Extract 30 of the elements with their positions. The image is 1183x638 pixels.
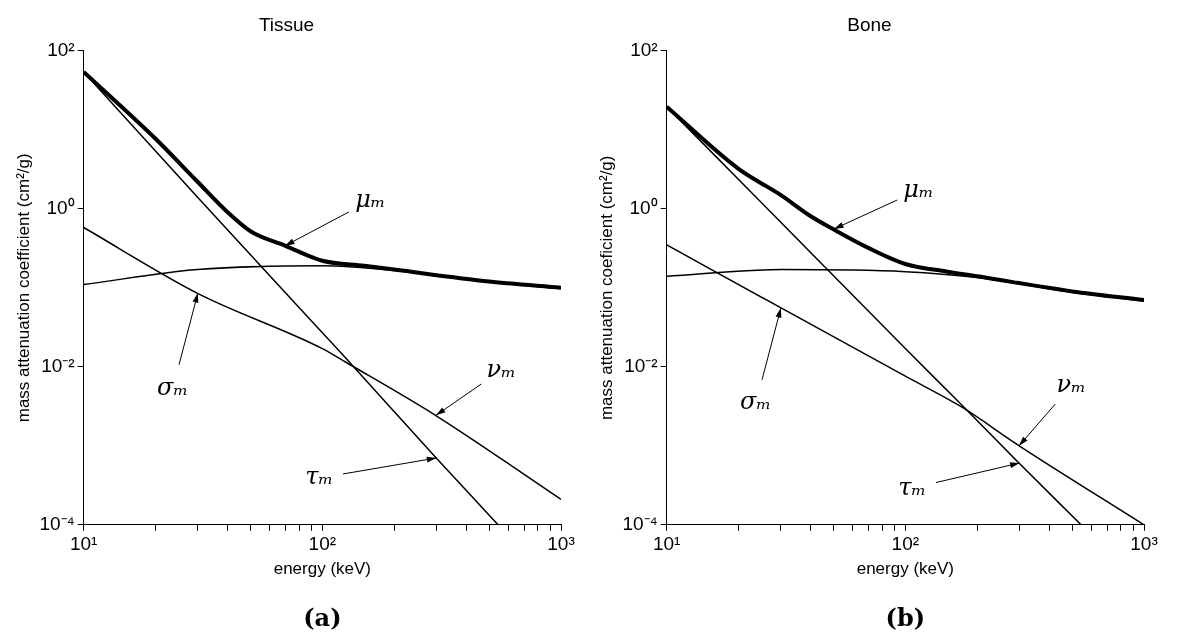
chart-title: Bone	[847, 13, 892, 35]
x-tick-label: 10¹	[69, 533, 98, 555]
y-axis-title: mass attenuation coefficient (cm²/g)	[13, 153, 33, 423]
y-axis-title: mass attenuation coeficient (cm²/g)	[596, 155, 616, 421]
annotation: νₘ	[486, 355, 516, 383]
annotation: τₘ	[305, 462, 334, 491]
y-tick-label: 10²	[47, 39, 75, 61]
chart-title: Tissue	[258, 13, 315, 35]
x-tick-label: 10²	[891, 533, 920, 555]
x-tick-label: 10³	[1130, 533, 1158, 555]
x-tick-label: 10³	[547, 533, 575, 555]
y-tick-label: 10⁻²	[624, 355, 658, 377]
annotation: μₘ	[355, 185, 386, 214]
x-axis-title: energy (keV)	[273, 559, 372, 579]
annotation: σₘ	[740, 386, 772, 415]
y-tick-label: 10⁻²	[41, 355, 75, 377]
y-tick-label: 10⁰	[629, 197, 658, 219]
text: (a)	[303, 603, 342, 633]
x-tick-label: 10¹	[652, 533, 681, 555]
annotation: σₘ	[157, 372, 189, 401]
x-tick-label: 10²	[308, 533, 337, 555]
text: (b)	[885, 603, 926, 633]
x-axis-title: energy (keV)	[856, 559, 955, 579]
annotation: νₘ	[1056, 370, 1086, 399]
y-tick-label: 10⁻⁴	[622, 513, 658, 535]
annotation: μₘ	[903, 174, 934, 203]
y-tick-label: 10²	[630, 39, 658, 61]
annotation: τₘ	[898, 472, 927, 501]
y-tick-label: 10⁰	[46, 197, 75, 219]
y-tick-label: 10⁻⁴	[39, 513, 75, 535]
